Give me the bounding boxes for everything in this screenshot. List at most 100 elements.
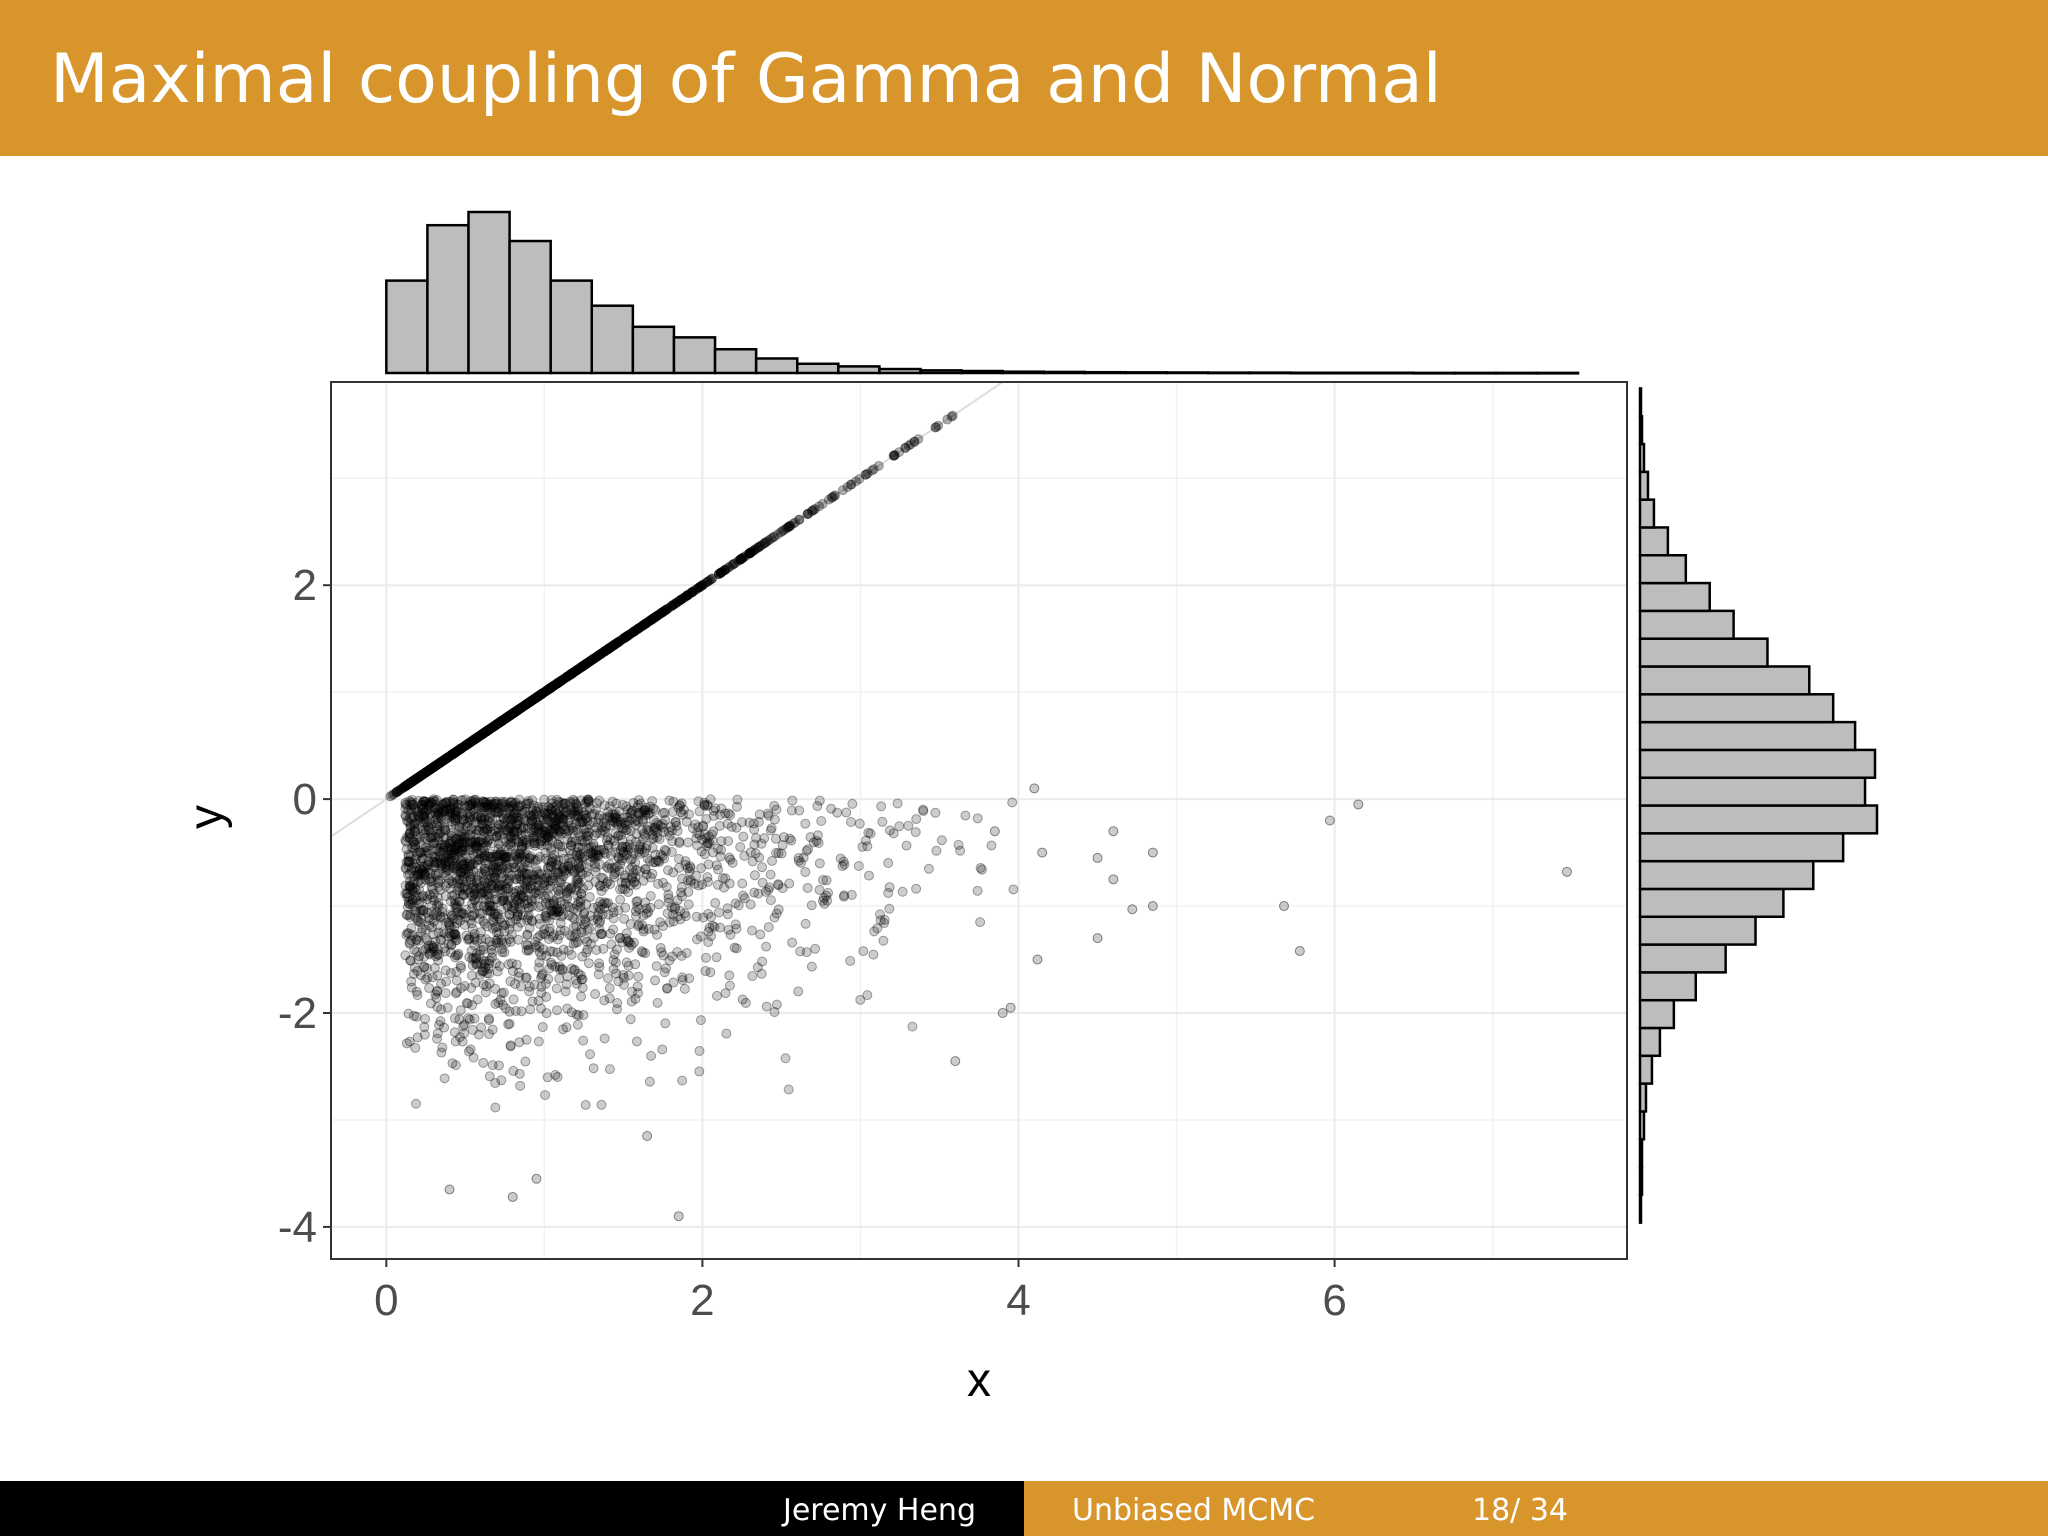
diagonal-point [516, 702, 527, 713]
diagonal-point [414, 771, 425, 782]
diagonal-point [408, 776, 419, 787]
diagonal-point [500, 713, 511, 724]
diagonal-point [526, 695, 537, 706]
diagonal-point [676, 594, 687, 605]
diagonal-point [417, 769, 428, 780]
diagonal-point [729, 558, 740, 569]
diagonal-point [455, 743, 466, 754]
cloud-point [607, 902, 618, 913]
cloud-point [478, 979, 489, 990]
diagonal-point [430, 760, 441, 771]
diagonal-point [387, 789, 398, 800]
cloud-point [757, 862, 768, 873]
cloud-point [447, 1058, 458, 1069]
cloud-point [504, 1018, 515, 1029]
cloud-point [759, 833, 770, 844]
y-hist-bar [1638, 1026, 1662, 1058]
diagonal-point [794, 514, 805, 525]
diagonal-point [514, 704, 525, 715]
diagonal-point [751, 543, 762, 554]
cloud-outlier-point [1147, 901, 1158, 912]
x-hist-bar [1248, 371, 1292, 375]
diagonal-point [556, 675, 567, 686]
diagonal-point [495, 717, 506, 728]
diagonal-point [489, 721, 500, 732]
y-hist-bar [1638, 804, 1879, 835]
cloud-point [911, 814, 922, 825]
diagonal-point [837, 485, 848, 496]
cloud-point [420, 1013, 431, 1024]
cloud-outlier-point [997, 1008, 1008, 1019]
diagonal-point [469, 734, 480, 745]
diagonal-point [562, 671, 573, 682]
cloud-point [487, 864, 498, 875]
cloud-point [868, 949, 879, 960]
diagonal-point [435, 757, 446, 768]
diagonal-point [466, 736, 477, 747]
diagonal-point [490, 719, 501, 730]
diagonal-point [533, 691, 544, 702]
diagonal-point [425, 764, 436, 775]
cloud-point [410, 840, 421, 851]
diagonal-point [589, 653, 600, 664]
cloud-outlier-point [1127, 904, 1138, 915]
diagonal-point [903, 440, 914, 451]
diagonal-point [666, 601, 677, 612]
cloud-point [766, 823, 777, 834]
x-hist-bar [1330, 371, 1374, 375]
diagonal-point [402, 779, 413, 790]
diagonal-point [543, 684, 554, 695]
y-hist-bar [1638, 971, 1698, 1002]
cloud-point [546, 959, 557, 970]
cloud-point [547, 932, 558, 943]
cloud-point [578, 908, 589, 919]
y-hist-bar [1638, 832, 1845, 863]
diagonal-point [608, 640, 619, 651]
diagonal-point [521, 699, 532, 710]
y-hist-bar [1638, 498, 1656, 529]
diagonal-point [671, 597, 682, 608]
cloud-point [580, 1099, 591, 1110]
cloud-point [793, 986, 804, 997]
cloud-point [703, 838, 714, 849]
diagonal-point [449, 747, 460, 758]
diagonal-point [802, 509, 813, 520]
cloud-point [875, 915, 886, 926]
diagonal-point [561, 672, 572, 683]
cloud-point [723, 836, 734, 847]
diagonal-point [438, 755, 449, 766]
diagonal-point [913, 434, 924, 445]
diagonal-point [433, 759, 444, 770]
diagonal-point [397, 783, 408, 794]
cloud-point [558, 1024, 569, 1035]
diagonal-point [873, 460, 884, 471]
diagonal-point [526, 695, 537, 706]
diagonal-point [496, 716, 507, 727]
diagonal-point [449, 748, 460, 759]
cloud-point [737, 994, 748, 1005]
x-hist-bar [1289, 371, 1333, 375]
diagonal-point [606, 641, 617, 652]
cloud-outlier-point [1005, 1002, 1016, 1013]
diagonal-point [553, 677, 564, 688]
cloud-point [506, 818, 517, 829]
diagonal-point [465, 737, 476, 748]
cloud-point [543, 835, 554, 846]
cloud-point [632, 981, 643, 992]
diagonal-point [599, 646, 610, 657]
marginal-y-histogram [1638, 387, 1879, 1224]
cloud-point [463, 800, 474, 811]
diagonal-point [440, 754, 451, 765]
cloud-point [936, 835, 947, 846]
cloud-outlier-point [507, 1191, 518, 1202]
cloud-point [447, 796, 458, 807]
cloud-point [660, 1018, 671, 1029]
diagonal-point [501, 713, 512, 724]
diagonal-point [551, 678, 562, 689]
diagonal-point [534, 690, 545, 701]
x-hist-bar [960, 369, 1004, 375]
cloud-point [648, 803, 659, 814]
diagonal-point [900, 442, 911, 453]
cloud-point [862, 990, 873, 1001]
diagonal-point [449, 747, 460, 758]
